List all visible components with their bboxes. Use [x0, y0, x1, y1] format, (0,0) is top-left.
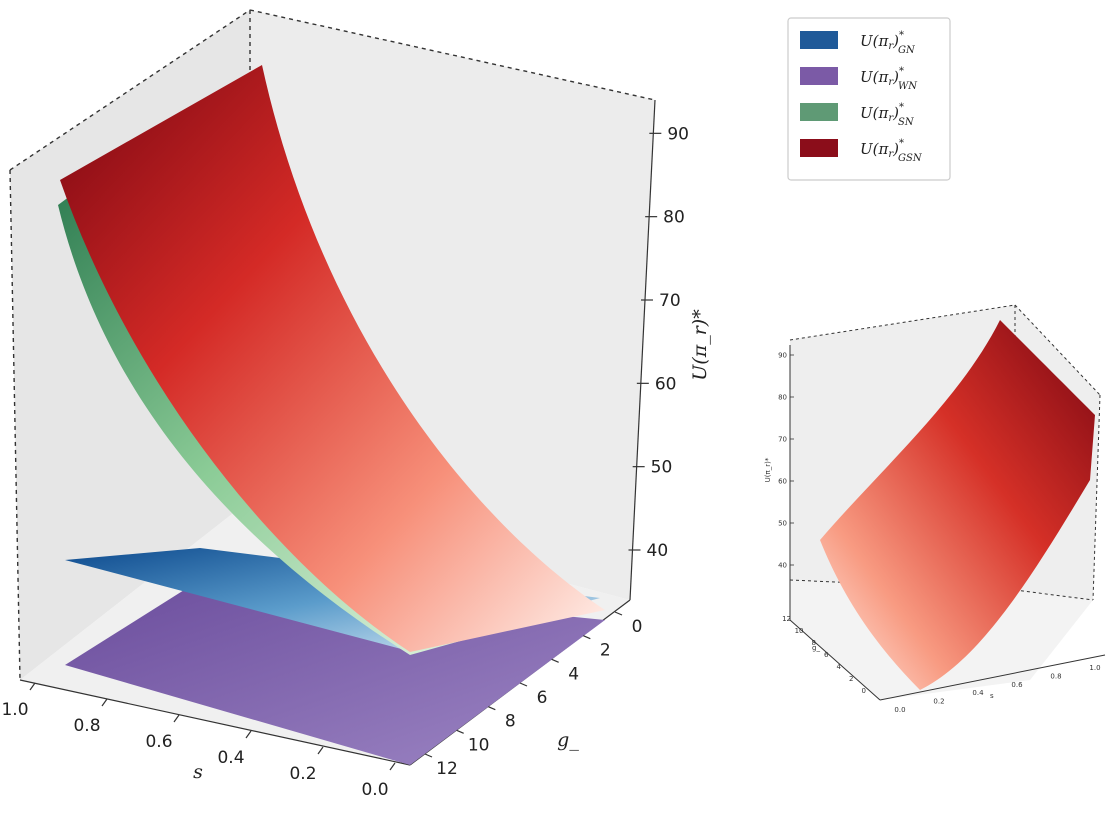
inset-z-tick-label: 40: [778, 562, 787, 570]
x-tick-label: 0.0: [361, 780, 388, 800]
inset-z-tick-label: 60: [778, 478, 787, 486]
y-tick-mark: [583, 635, 591, 640]
z-axis-label: U(π_r)*: [689, 309, 711, 381]
inset-x-tick-label: 0.6: [1011, 681, 1023, 689]
x-tick-label: 0.8: [73, 716, 100, 736]
z-tick-label: 60: [655, 374, 677, 394]
y-tick-label: 8: [505, 712, 516, 732]
y-tick-mark: [551, 658, 559, 663]
legend-label-wn: U(πr)* WN: [860, 66, 918, 92]
inset-x-tick-label: 0.0: [894, 706, 905, 714]
z-tick-label: 80: [663, 208, 685, 228]
y-tick-label: 2: [600, 641, 611, 661]
y-axis-label: g_: [557, 729, 579, 751]
inset-x-label: s: [990, 692, 994, 700]
inset-y-tick-label: 10: [795, 627, 804, 635]
y-tick-label: 4: [568, 664, 579, 684]
y-tick-mark: [519, 682, 528, 687]
y-tick-mark: [424, 753, 433, 758]
inset-x-ticks: 0.0 0.2 0.4 0.6 0.8 1.0: [894, 664, 1100, 714]
y-tick-label: 10: [468, 735, 490, 755]
x-tick-mark: [29, 682, 36, 691]
inset-surface-gsn: [820, 320, 1095, 690]
x-tick-mark: [389, 762, 396, 771]
z-axis-ticks: 40 50 60 70 80 90: [628, 124, 689, 561]
legend-label-sn: U(πr)* SN: [860, 102, 915, 128]
surfaces: [58, 65, 605, 765]
z-tick-label: 90: [667, 124, 689, 144]
z-axis-spine: [629, 99, 656, 601]
x-tick-mark: [245, 730, 252, 739]
y-tick-label: 0: [632, 617, 643, 637]
z-tick-label: 50: [651, 458, 673, 478]
inset-y-tick-label: 4: [837, 663, 842, 671]
inset-z-tick-label: 90: [778, 352, 787, 360]
inset-x-tick-label: 0.8: [1050, 672, 1061, 680]
inset-z-label: U(π_r)*: [764, 457, 772, 482]
x-axis-ticks: 1.0 0.8 0.6 0.4 0.2 0.0: [1, 682, 396, 800]
inset-z-ticks: 40 50 60 70 80 90: [778, 352, 794, 570]
inset-x-tick-label: 0.4: [972, 689, 984, 697]
inset-z-tick-label: 80: [778, 394, 787, 402]
x-tick-label: 1.0: [1, 700, 28, 720]
x-tick-mark: [317, 746, 324, 755]
legend-label-gsn: U(πr)* GSN: [860, 138, 923, 164]
y-tick-label: 6: [537, 688, 548, 708]
legend-swatch-wn: [800, 67, 838, 85]
inset-y-tick-label: 12: [782, 615, 791, 623]
inset-x-tick-label: 1.0: [1089, 664, 1100, 672]
x-axis-label: s: [193, 761, 203, 783]
inset-y-tick-label: 2: [849, 675, 853, 683]
inset-axes: [789, 345, 1106, 701]
y-tick-mark: [614, 611, 623, 616]
inset-z-tick-label: 50: [778, 520, 787, 528]
legend-swatch-gn: [800, 31, 838, 49]
x-tick-mark: [101, 698, 108, 707]
x-tick-label: 0.2: [289, 764, 316, 784]
y-tick-mark: [488, 706, 496, 711]
surface-gsn: [60, 65, 605, 652]
inset-x-tick-label: 0.2: [933, 698, 944, 706]
legend: U(πr)* GN U(πr)* WN U(πr)* SN U(πr)* GSN: [787, 17, 951, 181]
legend-label-gn: U(πr)* GN: [860, 30, 916, 56]
x-tick-label: 0.6: [145, 732, 172, 752]
inset-y-tick-label: 6: [824, 651, 829, 659]
z-tick-label: 70: [659, 291, 681, 311]
inset-y-tick-label: 0: [862, 687, 866, 695]
legend-swatch-sn: [800, 103, 838, 121]
y-tick-mark: [456, 729, 464, 734]
inset-y-label: g_: [812, 644, 820, 652]
y-tick-label: 12: [436, 759, 458, 779]
z-tick-label: 40: [647, 541, 669, 561]
x-tick-mark: [173, 714, 180, 723]
legend-swatch-gsn: [800, 139, 838, 157]
inset-y-tick-label: 8: [812, 639, 816, 647]
x-tick-label: 0.4: [217, 748, 244, 768]
inset-z-tick-label: 70: [778, 436, 787, 444]
y-axis-ticks: 0 2 46 8 10 12: [424, 611, 643, 779]
